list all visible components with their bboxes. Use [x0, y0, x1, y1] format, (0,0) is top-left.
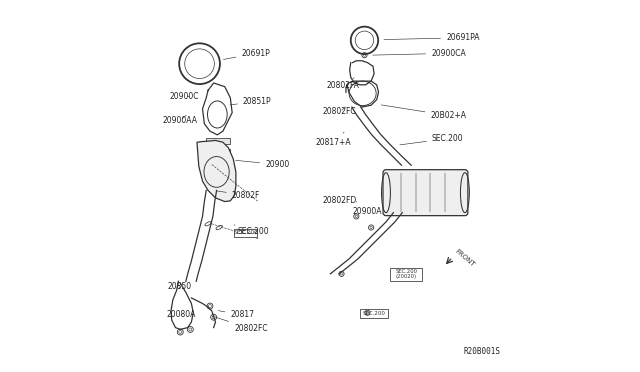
Text: R20B001S: R20B001S — [464, 347, 500, 356]
Text: SEC.200: SEC.200 — [234, 225, 269, 236]
Text: 20802FC: 20802FC — [323, 107, 356, 116]
Bar — [206, 138, 230, 144]
Text: SEC.200: SEC.200 — [400, 134, 463, 145]
Text: 20817+A: 20817+A — [316, 132, 351, 147]
Text: 20802FC: 20802FC — [216, 317, 268, 333]
Text: 20802FA: 20802FA — [326, 78, 360, 90]
Bar — [360, 309, 388, 318]
Polygon shape — [197, 140, 236, 202]
Bar — [390, 267, 422, 280]
FancyBboxPatch shape — [383, 170, 468, 216]
Text: 20900A: 20900A — [353, 202, 382, 216]
Text: 20851P: 20851P — [230, 97, 271, 106]
Text: SEC.200
(20020): SEC.200 (20020) — [395, 269, 417, 279]
Text: 20900: 20900 — [236, 160, 289, 169]
Bar — [206, 149, 230, 155]
Text: 20802F: 20802F — [216, 191, 260, 200]
Text: 20900CA: 20900CA — [373, 49, 466, 58]
Text: 20691PA: 20691PA — [384, 33, 479, 42]
Text: 20850: 20850 — [167, 282, 191, 291]
Text: 20691P: 20691P — [223, 49, 270, 60]
Text: 20080A: 20080A — [166, 311, 196, 320]
Bar — [234, 229, 257, 237]
Text: 20900C: 20900C — [170, 92, 200, 101]
Text: 20802FD: 20802FD — [323, 196, 357, 205]
Text: 20817: 20817 — [218, 311, 254, 320]
Text: 20B02+A: 20B02+A — [381, 105, 467, 120]
Text: 20900AA: 20900AA — [163, 115, 198, 125]
Text: SEC.200: SEC.200 — [362, 311, 385, 316]
Text: SEC.200: SEC.200 — [233, 230, 258, 235]
Text: FRONT: FRONT — [454, 248, 476, 268]
